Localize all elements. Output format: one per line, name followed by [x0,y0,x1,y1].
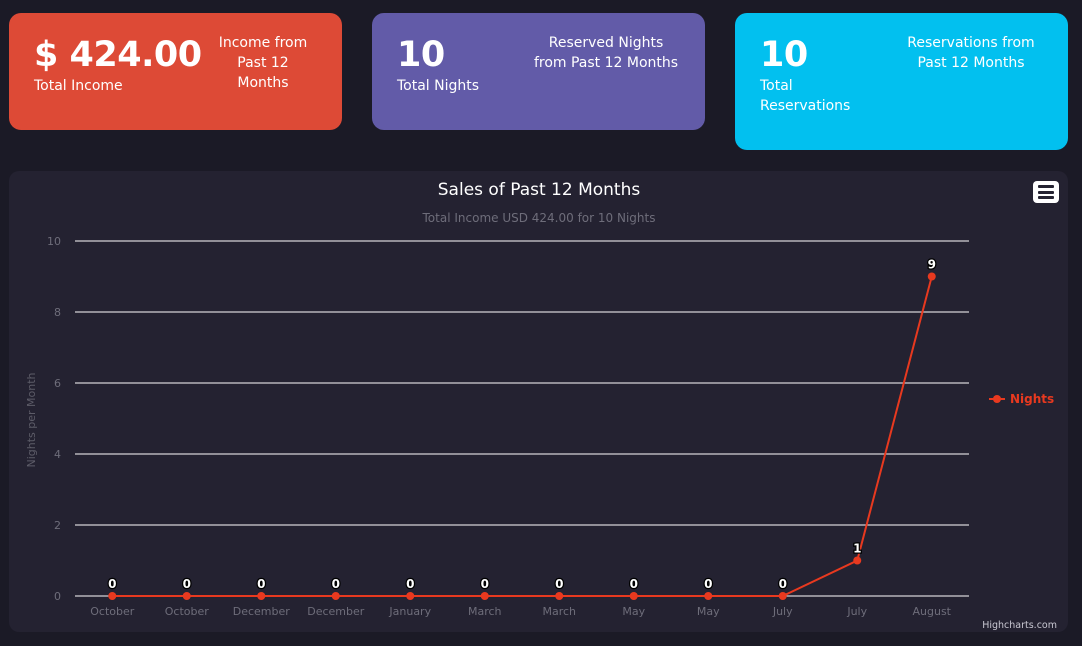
data-point[interactable] [331,592,340,600]
legend-label: Nights [1010,392,1054,406]
data-label: 0 [704,577,712,591]
total-nights-label: Total Nights [397,78,480,94]
data-point[interactable] [108,592,117,600]
data-label: 0 [332,577,340,591]
legend-item-nights[interactable]: Nights [989,392,1054,406]
chart-subtitle: Total Income USD 424.00 for 10 Nights [422,211,656,225]
chart-title: Sales of Past 12 Months [438,180,641,200]
data-point[interactable] [257,592,266,600]
data-label: 0 [406,577,414,591]
data-point[interactable] [406,592,415,600]
total-reservations-label: Total Reservations [760,78,851,114]
total-income-label: Total Income [34,78,123,94]
data-point[interactable] [927,272,936,281]
x-tick-label: July [772,605,793,618]
total-income-card: $ 424.00 Total Income Income from Past 1… [9,13,342,130]
x-tick-label: October [165,605,209,618]
data-label: 0 [481,577,489,591]
x-tick-label: December [233,605,291,618]
highcharts-credit-link[interactable]: Highcharts.com [982,620,1057,631]
reservations-period-text: Reservations from Past 12 Months [907,35,1035,71]
data-point[interactable] [480,592,489,600]
y-tick-label: 4 [54,448,61,461]
x-tick-label: January [388,605,431,618]
data-point[interactable] [853,556,862,565]
y-tick-label: 10 [47,235,61,248]
series-line [112,276,933,597]
x-tick-label: March [542,605,576,618]
y-tick-label: 2 [54,519,61,532]
hamburger-menu-icon[interactable] [1033,181,1059,203]
data-label: 1 [853,542,861,556]
x-tick-label: August [913,605,952,618]
income-period-text: Income from Past 12 Months [218,35,308,91]
data-point[interactable] [778,592,787,600]
x-tick-label: May [697,605,720,618]
data-label: 0 [555,577,563,591]
x-tick-label: December [307,605,365,618]
y-tick-label: 0 [54,590,61,603]
x-tick-label: July [846,605,867,618]
data-label: 0 [257,577,265,591]
legend-marker-icon [993,395,1001,403]
nights-series: 0 0 0 0 0 0 0 0 0 0 1 9 [107,256,937,600]
chart-panel [9,171,1068,632]
x-tick-label: May [622,605,645,618]
total-nights-value: 10 [397,35,445,75]
data-point[interactable] [555,592,564,600]
x-tick-labels: October October December December January Mar… [90,605,951,618]
data-label: 0 [108,577,116,591]
nights-period-text: Reserved Nights from Past 12 Months [533,35,679,71]
data-point[interactable] [629,592,638,600]
data-label: 0 [183,577,191,591]
total-nights-card: 10 Total Nights Reserved Nights from Pas… [372,13,705,130]
data-point[interactable] [182,592,191,600]
total-reservations-card: 10 Total Reservations Reservations from … [735,13,1068,150]
data-label: 0 [630,577,638,591]
data-label: 0 [779,577,787,591]
total-reservations-value: 10 [760,35,808,75]
x-tick-label: March [468,605,502,618]
y-axis-title: Nights per Month [25,372,38,467]
y-tick-label: 6 [54,377,61,390]
data-point[interactable] [704,592,713,600]
gridlines [75,240,969,597]
x-tick-label: October [90,605,134,618]
y-tick-labels: 0 2 4 6 8 10 [47,235,61,603]
y-tick-label: 8 [54,306,61,319]
data-label: 9 [928,258,936,272]
total-income-value: $ 424.00 [34,35,202,75]
